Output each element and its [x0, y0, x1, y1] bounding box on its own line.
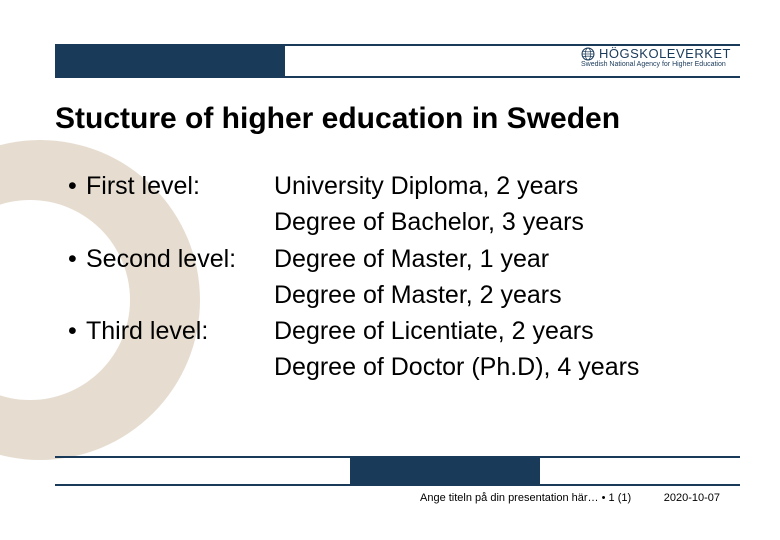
footer-bar-block — [350, 458, 540, 484]
level-value: University Diploma, 2 years — [274, 168, 720, 204]
bullet-icon: • — [68, 313, 86, 349]
bullet-icon: • — [68, 241, 86, 277]
footer-presentation-info: Ange titeln på din presentation här… • 1… — [420, 492, 631, 504]
slide-title: Stucture of higher education in Sweden — [55, 102, 620, 136]
bullet-icon: • — [68, 168, 86, 204]
level-label: Second level: — [86, 241, 236, 277]
level-value: Degree of Bachelor, 3 years — [274, 204, 720, 240]
header-bar-block — [55, 46, 285, 76]
level-value: Degree of Doctor (Ph.D), 4 years — [274, 349, 720, 385]
level-value: Degree of Master, 2 years — [274, 277, 720, 313]
level-label: First level: — [86, 168, 200, 204]
footer-date: 2020-10-07 — [664, 492, 720, 504]
level-label: Third level: — [86, 313, 208, 349]
level-value: Degree of Master, 1 year — [274, 241, 720, 277]
footer-bar — [55, 456, 740, 486]
logo-name: HÖGSKOLEVERKET — [599, 46, 731, 61]
content-body: • First level: University Diploma, 2 yea… — [68, 168, 720, 386]
level-value: Degree of Licentiate, 2 years — [274, 313, 720, 349]
globe-icon — [581, 47, 595, 61]
agency-logo: HÖGSKOLEVERKET Swedish National Agency f… — [577, 46, 735, 68]
logo-subtitle: Swedish National Agency for Higher Educa… — [581, 61, 731, 68]
